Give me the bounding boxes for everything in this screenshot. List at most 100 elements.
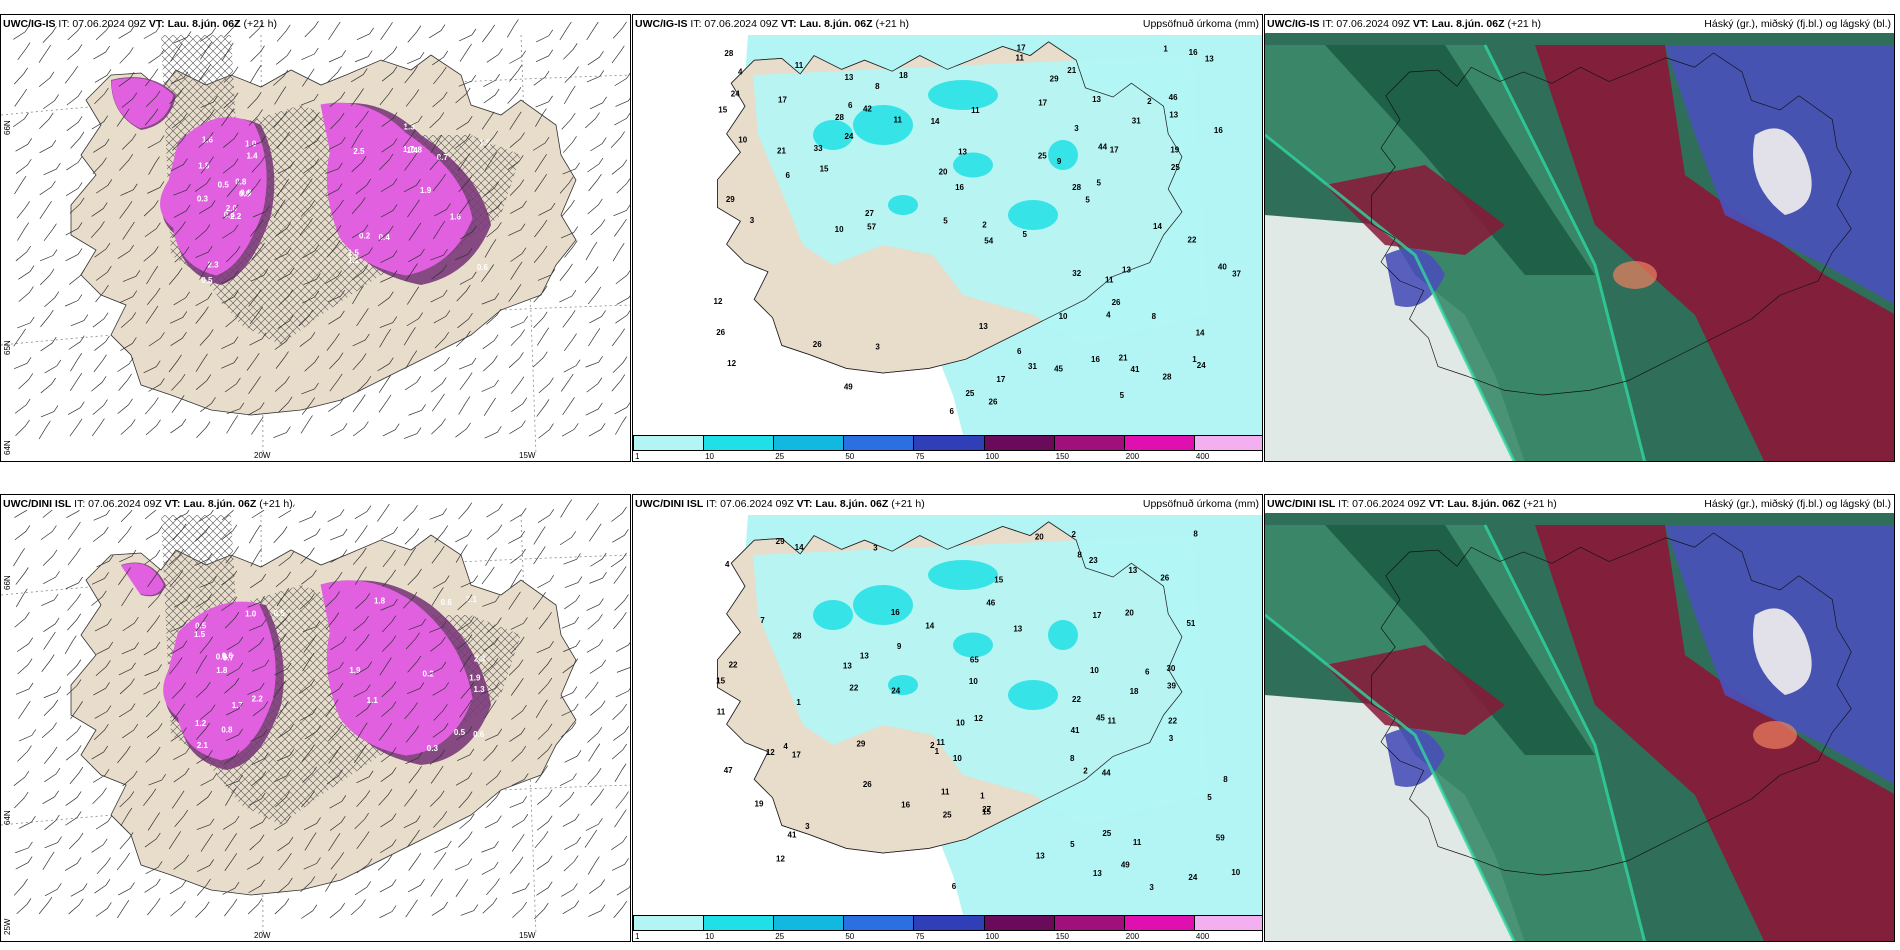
precip-value-label: 11 <box>795 61 804 70</box>
wind-barb <box>118 703 136 718</box>
wind-barb <box>458 831 473 848</box>
wind-barb <box>611 159 628 175</box>
wind-barb <box>325 183 343 197</box>
wind-barb <box>454 858 473 871</box>
wind-barb <box>590 219 606 236</box>
wind-barb <box>379 839 397 854</box>
wind-barb <box>38 71 55 88</box>
wind-barb <box>455 544 468 563</box>
wind-barb <box>325 612 340 630</box>
precip-value-label: 17 <box>1110 146 1119 155</box>
wind-barb <box>275 571 291 588</box>
wind-barb <box>92 768 110 783</box>
wind-barb <box>486 617 502 634</box>
wind-barb <box>275 222 291 237</box>
wind-barb <box>14 612 30 628</box>
wind-barb <box>352 353 367 371</box>
wind-barb <box>327 682 344 697</box>
wind-barb <box>195 593 212 608</box>
wind-barb <box>17 42 31 61</box>
wind-barb <box>506 19 519 38</box>
wind-barb <box>247 178 261 196</box>
wind-barb <box>355 178 372 195</box>
wind-barb <box>66 659 82 676</box>
wind-barb <box>407 51 425 65</box>
wind-barb <box>247 92 262 109</box>
wind-barb <box>303 158 320 174</box>
wind-barb <box>486 878 500 896</box>
wind-barb <box>92 787 107 805</box>
wind-barb <box>538 677 553 695</box>
hail-region <box>163 601 276 761</box>
hail-value-label: 1.8 <box>216 666 228 675</box>
wind-barb <box>585 241 598 261</box>
wind-barb <box>146 723 163 738</box>
wind-barb <box>508 352 524 368</box>
wind-barb <box>430 248 448 261</box>
wind-barb <box>199 27 217 42</box>
hail-value-label: 0.8 <box>216 653 228 662</box>
wind-barb <box>429 508 448 520</box>
precip-value-label: 11 <box>941 788 950 797</box>
precip-colorbar: 1 10 25 50 75 100 150 200 400 <box>633 435 1262 461</box>
wind-barb <box>273 426 291 438</box>
wind-barb <box>121 133 137 150</box>
wind-barb <box>350 899 366 916</box>
precip-value-label: 26 <box>1160 573 1169 582</box>
wind-barb <box>352 394 366 413</box>
hail-value-label: 1.1 <box>367 696 379 705</box>
precip-colorbar: 1 10 25 50 75 100 150 200 400 <box>633 915 1262 941</box>
wind-barb <box>586 598 604 611</box>
wind-barb <box>378 788 393 806</box>
wind-barb <box>459 372 473 391</box>
wind-barb <box>325 591 340 608</box>
wind-barb <box>533 526 546 545</box>
wind-barb <box>69 269 85 285</box>
hail-value-label: 1.0 <box>245 139 257 148</box>
wind-barb <box>170 619 188 632</box>
wind-barb <box>584 681 599 699</box>
wind-barb <box>223 92 239 109</box>
wind-barb <box>588 523 602 542</box>
wind-barb <box>351 197 366 215</box>
wind-barb <box>379 87 394 106</box>
low-cloud-region <box>1385 248 1445 307</box>
wind-barb <box>381 701 397 717</box>
wind-barb <box>616 642 630 653</box>
wind-barb <box>224 898 238 917</box>
wind-barb <box>585 502 599 521</box>
wind-barb <box>274 247 292 260</box>
wind-barb <box>403 505 418 522</box>
precip-value-label: 8 <box>1070 754 1075 763</box>
wind-barb <box>455 422 471 438</box>
wind-barb <box>407 655 422 673</box>
wind-barb <box>298 309 314 327</box>
wind-barb <box>355 722 368 741</box>
colorbar-tick-label: 400 <box>1195 452 1210 461</box>
wind-barb <box>584 829 598 848</box>
wind-barb <box>535 49 554 62</box>
wind-barb <box>14 791 29 809</box>
wind-barb <box>510 315 528 328</box>
wind-barb <box>120 807 133 827</box>
wind-barb <box>327 724 343 742</box>
precip-value-label: 22 <box>1188 235 1197 244</box>
precip-value-label: 15 <box>820 165 829 174</box>
wind-barb <box>563 639 581 652</box>
wind-barb <box>66 679 82 696</box>
wind-barb <box>560 686 578 699</box>
wind-barb <box>587 157 604 173</box>
precip-value-label: 4 <box>725 560 730 569</box>
precip-value-label: 7 <box>760 616 765 625</box>
hail-value-label: 0.7 <box>223 653 235 662</box>
wind-barb <box>329 91 346 107</box>
panel-title: UWC/DINI ISL IT: 07.06.2024 09Z VT: Lau.… <box>1267 498 1557 510</box>
precip-patch <box>888 195 918 215</box>
wind-barb <box>70 352 83 372</box>
wind-barb <box>304 832 317 851</box>
wind-barb <box>302 244 320 259</box>
wind-barb <box>325 873 338 892</box>
wind-barb <box>612 21 627 39</box>
wind-barb <box>408 765 422 784</box>
wind-barb <box>299 218 313 236</box>
